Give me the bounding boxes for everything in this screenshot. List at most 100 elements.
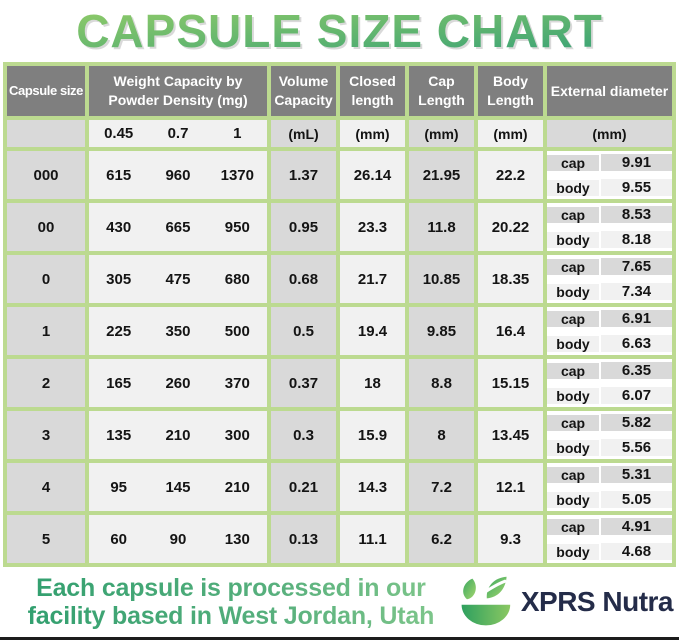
- capsule-size-value: 1: [7, 307, 85, 355]
- weight-value-1: 300: [224, 426, 250, 444]
- page-title: CAPSULE SIZE CHART: [0, 0, 679, 62]
- external-cap-value: 8.53: [601, 206, 672, 223]
- volume-capacity-value: 0.37: [271, 359, 336, 407]
- external-body-value: 4.68: [601, 543, 672, 560]
- body-length-value: 13.45: [478, 411, 543, 459]
- subheader-closed-unit: (mm): [340, 120, 405, 147]
- weight-value-1: 130: [224, 530, 250, 548]
- external-body-value: 5.05: [601, 491, 672, 508]
- closed-length-value: 23.3: [340, 203, 405, 251]
- capsule-size-table: Capsule size Weight Capacity by Powder D…: [3, 62, 676, 567]
- external-diameter-cell: cap 4.91 body 4.68: [547, 515, 672, 563]
- weight-capacity-values: 60 90 130: [89, 515, 267, 563]
- weight-value-045: 430: [106, 218, 132, 236]
- external-body-value: 6.63: [601, 335, 672, 352]
- weight-value-07: 350: [165, 322, 191, 340]
- body-length-value: 22.2: [478, 151, 543, 199]
- col-header-external-diameter: External diameter: [547, 66, 672, 116]
- body-length-value: 12.1: [478, 463, 543, 511]
- body-length-value: 16.4: [478, 307, 543, 355]
- external-cap-label: cap: [547, 362, 599, 379]
- external-body-label: body: [547, 283, 599, 300]
- volume-capacity-value: 0.3: [271, 411, 336, 459]
- weight-capacity-values: 615 960 1370: [89, 151, 267, 199]
- weight-value-07: 475: [165, 270, 191, 288]
- col-header-cap-length: Cap Length: [409, 66, 474, 116]
- external-cap-value: 9.91: [601, 154, 672, 171]
- weight-value-07: 260: [165, 374, 191, 392]
- weight-capacity-values: 95 145 210: [89, 463, 267, 511]
- weight-value-07: 665: [165, 218, 191, 236]
- external-cap-label: cap: [547, 414, 599, 431]
- capsule-size-value: 4: [7, 463, 85, 511]
- weight-capacity-values: 135 210 300: [89, 411, 267, 459]
- volume-capacity-value: 0.95: [271, 203, 336, 251]
- weight-value-045: 615: [106, 166, 132, 184]
- external-body-value: 9.55: [601, 179, 672, 196]
- external-body-label: body: [547, 543, 599, 560]
- external-body-label: body: [547, 231, 599, 248]
- cap-length-value: 8: [409, 411, 474, 459]
- col-header-volume-capacity: Volume Capacity: [271, 66, 336, 116]
- capsule-size-value: 5: [7, 515, 85, 563]
- external-body-value: 7.34: [601, 283, 672, 300]
- external-cap-value: 7.65: [601, 258, 672, 275]
- weight-capacity-values: 430 665 950: [89, 203, 267, 251]
- external-cap-value: 5.82: [601, 414, 672, 431]
- external-cap-label: cap: [547, 466, 599, 483]
- external-diameter-cell: cap 6.35 body 6.07: [547, 359, 672, 407]
- closed-length-value: 26.14: [340, 151, 405, 199]
- volume-capacity-value: 0.13: [271, 515, 336, 563]
- weight-value-1: 500: [224, 322, 250, 340]
- cap-length-value: 21.95: [409, 151, 474, 199]
- weight-value-07: 960: [165, 166, 191, 184]
- weight-value-07: 145: [165, 478, 191, 496]
- weight-capacity-values: 225 350 500: [89, 307, 267, 355]
- volume-capacity-value: 0.68: [271, 255, 336, 303]
- plant-bowl-icon: [461, 576, 511, 626]
- external-cap-label: cap: [547, 154, 599, 171]
- cap-length-value: 7.2: [409, 463, 474, 511]
- body-length-value: 15.15: [478, 359, 543, 407]
- weight-value-1: 950: [224, 218, 250, 236]
- weight-value-07: 90: [169, 530, 187, 548]
- cap-length-value: 10.85: [409, 255, 474, 303]
- external-cap-value: 5.31: [601, 466, 672, 483]
- weight-value-1: 210: [224, 478, 250, 496]
- external-cap-label: cap: [547, 310, 599, 327]
- weight-value-1: 370: [224, 374, 250, 392]
- weight-capacity-values: 305 475 680: [89, 255, 267, 303]
- volume-capacity-value: 0.5: [271, 307, 336, 355]
- cap-length-value: 11.8: [409, 203, 474, 251]
- external-cap-value: 6.35: [601, 362, 672, 379]
- closed-length-value: 21.7: [340, 255, 405, 303]
- cap-length-value: 8.8: [409, 359, 474, 407]
- col-header-closed-length: Closed length: [340, 66, 405, 116]
- weight-value-045: 95: [110, 478, 127, 496]
- cap-length-value: 6.2: [409, 515, 474, 563]
- weight-value-045: 165: [106, 374, 132, 392]
- body-length-value: 18.35: [478, 255, 543, 303]
- cap-length-value: 9.85: [409, 307, 474, 355]
- footer: Each capsule is processed in our facilit…: [0, 568, 679, 636]
- brand-logo: XPRS Nutra: [456, 575, 674, 629]
- external-body-label: body: [547, 179, 599, 196]
- weight-capacity-values: 165 260 370: [89, 359, 267, 407]
- weight-value-045: 135: [106, 426, 132, 444]
- weight-value-07: 210: [165, 426, 191, 444]
- external-cap-label: cap: [547, 258, 599, 275]
- external-cap-value: 6.91: [601, 310, 672, 327]
- external-body-label: body: [547, 387, 599, 404]
- external-diameter-cell: cap 5.82 body 5.56: [547, 411, 672, 459]
- weight-value-1: 1370: [220, 166, 254, 184]
- bottom-border-line: [0, 637, 679, 640]
- density-value-07: 0.7: [167, 125, 189, 142]
- capsule-size-value: 2: [7, 359, 85, 407]
- col-header-body-length: Body Length: [478, 66, 543, 116]
- col-header-weight-capacity: Weight Capacity by Powder Density (mg): [89, 66, 267, 116]
- weight-value-045: 60: [110, 530, 127, 548]
- external-body-label: body: [547, 491, 599, 508]
- closed-length-value: 15.9: [340, 411, 405, 459]
- closed-length-value: 18: [340, 359, 405, 407]
- weight-value-1: 680: [224, 270, 250, 288]
